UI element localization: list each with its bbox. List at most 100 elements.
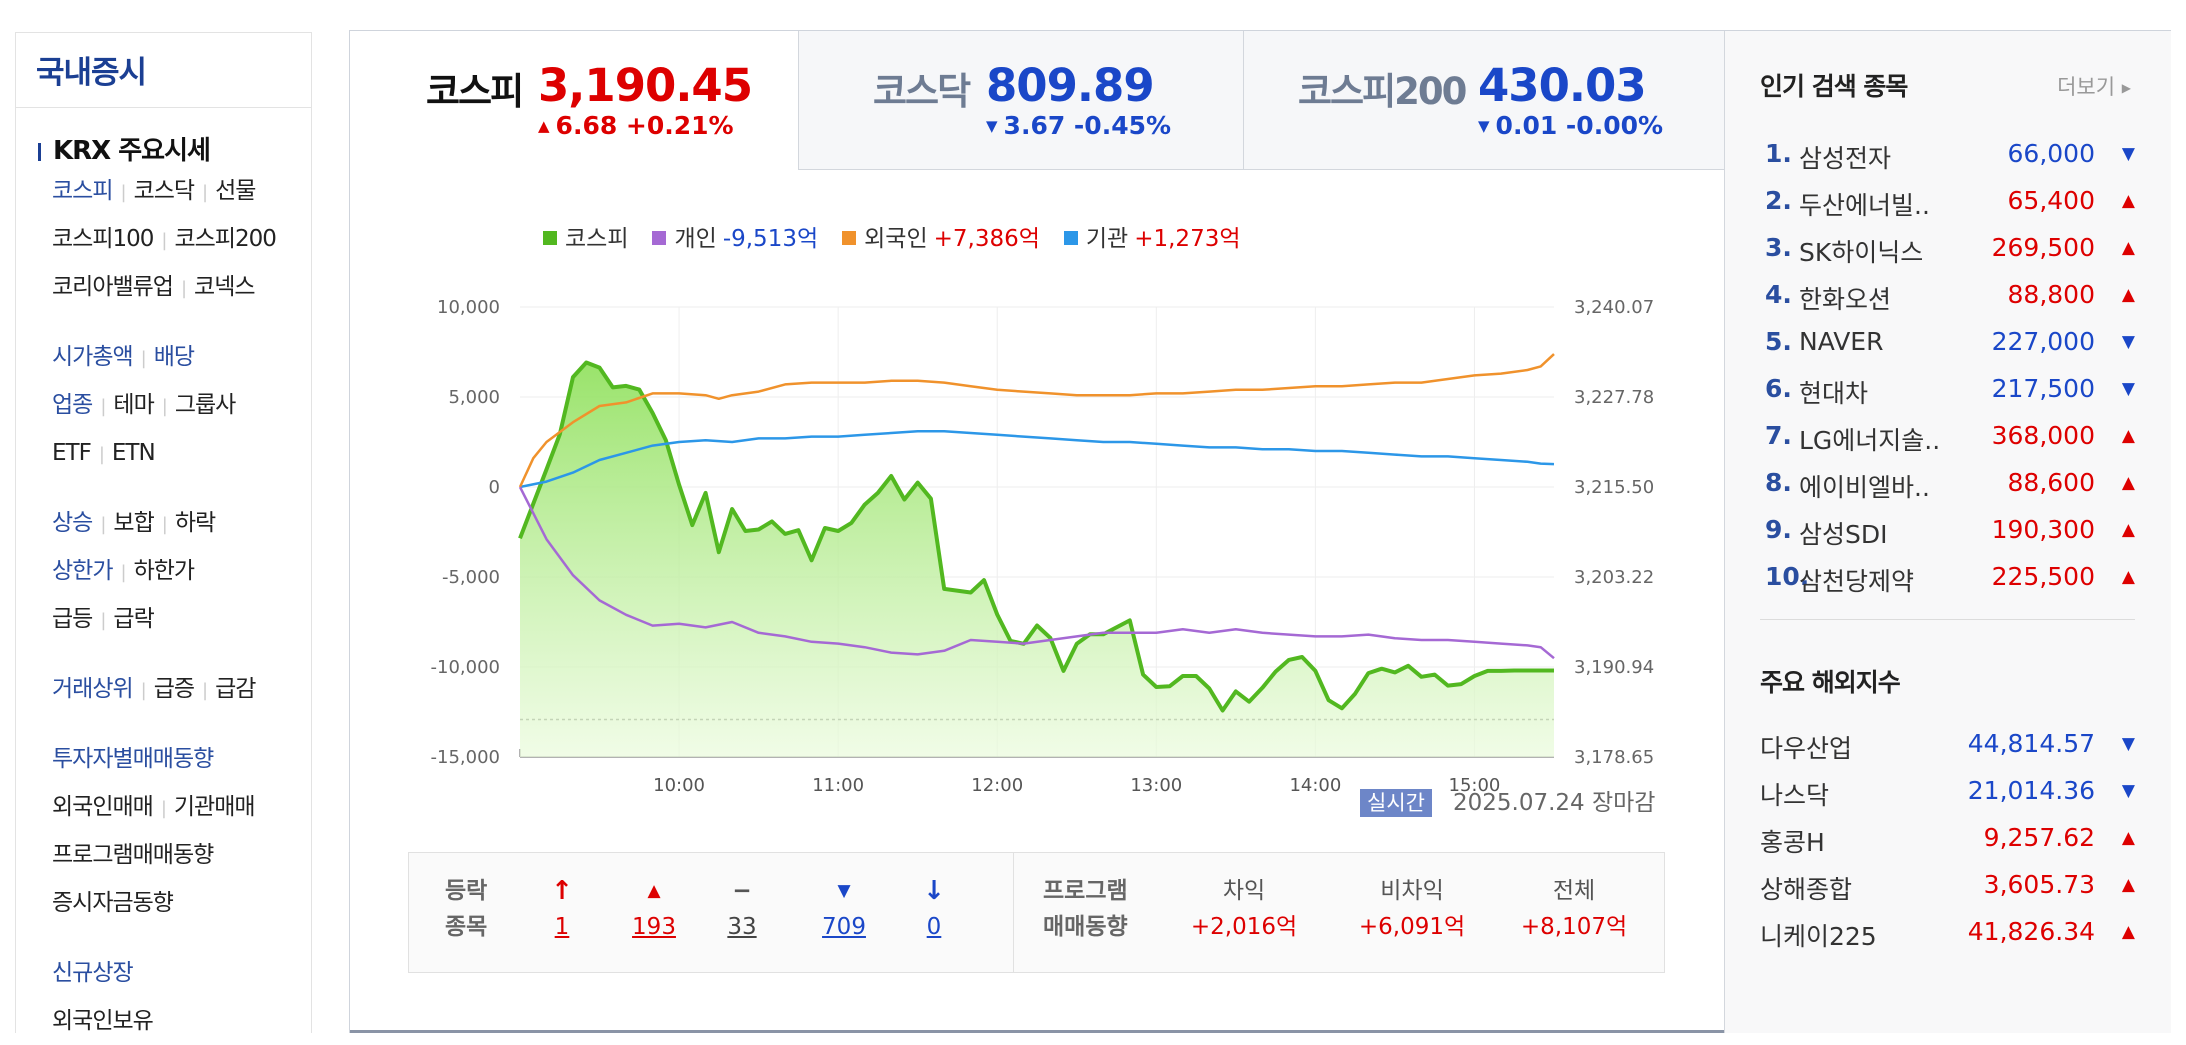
sidebar-link[interactable]: ETF [52, 440, 92, 466]
sidebar-link[interactable]: 상승 [52, 510, 93, 536]
upper-limit-link[interactable]: 1 [554, 914, 570, 940]
index-name[interactable]: 상해종합 [1760, 875, 1853, 904]
sidebar-link[interactable]: 거래상위 [52, 676, 134, 702]
flat-count-link[interactable]: 33 [727, 914, 757, 940]
index-name[interactable]: 니케이225 [1760, 922, 1877, 951]
sidebar-link[interactable]: 보합 [113, 510, 154, 536]
program-non-arbitrage: 비차익 +6,091억 [1337, 873, 1487, 945]
sidebar-link[interactable]: 코스피200 [174, 226, 276, 252]
sidebar-link[interactable]: 급등 [52, 606, 93, 632]
popular-stock-item[interactable]: 4. 한화오션 88,800 ▲ [1765, 280, 2135, 327]
popular-stock-item[interactable]: 8. 에이비엘바.. 88,600 ▲ [1765, 468, 2135, 515]
sidebar-link[interactable]: 상한가 [52, 558, 113, 584]
x-tick-label: 14:00 [1289, 775, 1341, 796]
sidebar-link[interactable]: 그룹사 [174, 392, 236, 418]
sidebar-link[interactable]: 외국인매매 [52, 794, 154, 820]
overseas-index-item[interactable]: 나스닥 21,014.36 ▼ [1760, 776, 2135, 823]
sidebar-link[interactable]: 시가총액 [52, 344, 134, 370]
separator: | [180, 278, 187, 299]
stock-name[interactable]: 현대차 [1799, 379, 1869, 408]
sidebar-link[interactable]: 프로그램매매동향 [52, 842, 214, 868]
up-count-link[interactable]: 193 [632, 914, 676, 940]
stock-name[interactable]: NAVER [1799, 327, 1884, 356]
sidebar-link[interactable]: 코스피100 [52, 226, 154, 252]
sidebar-link[interactable]: 코리아밸류업 [52, 274, 174, 300]
stock-price: 88,600 [2007, 468, 2095, 497]
legend-swatch [1063, 231, 1078, 245]
stock-name[interactable]: 삼성전자 [1799, 144, 1892, 173]
overseas-index-item[interactable]: 다우산업 44,814.57 ▼ [1760, 729, 2135, 776]
popular-stock-item[interactable]: 9. 삼성SDI 190,300 ▲ [1765, 515, 2135, 562]
sidebar-section-krx[interactable]: KRX 주요시세 [16, 130, 311, 167]
sidebar-link[interactable]: 급증 [153, 676, 195, 702]
program-non-arbitrage-value: +6,091억 [1358, 914, 1466, 940]
more-link[interactable]: 더보기 ▶ [2057, 71, 2131, 101]
tab-kosdaq[interactable]: 코스닥 809.89 3.67 -0.45% [798, 31, 1244, 170]
popular-stock-item[interactable]: 10. 삼천당제약 225,500 ▲ [1765, 562, 2135, 609]
popular-stock-item[interactable]: 6. 현대차 217,500 ▼ [1765, 374, 2135, 421]
legend-swatch [842, 231, 857, 245]
sidebar-link[interactable]: 외국인보유 [52, 1008, 154, 1034]
stock-name[interactable]: 두산에너빌.. [1799, 191, 1930, 220]
sidebar-link[interactable]: ETN [111, 440, 156, 466]
sidebar-link[interactable]: 하한가 [133, 558, 195, 584]
legend-name: 기관 [1085, 226, 1129, 252]
index-name[interactable]: 다우산업 [1760, 734, 1853, 763]
stock-name[interactable]: 에이비엘바.. [1799, 473, 1930, 502]
sidebar-link[interactable]: 테마 [113, 392, 154, 418]
separator: | [161, 514, 168, 535]
more-link-label: 더보기 [2057, 75, 2116, 99]
down-count-link[interactable]: 709 [822, 914, 866, 940]
stock-name[interactable]: 삼천당제약 [1799, 567, 1915, 596]
x-tick-label: 11:00 [812, 775, 864, 796]
tab-kospi200[interactable]: 코스피200 430.03 0.01 -0.00% [1243, 31, 1726, 170]
index-name[interactable]: 나스닥 [1760, 781, 1830, 810]
popular-stock-item[interactable]: 3. SK하이닉스 269,500 ▲ [1765, 233, 2135, 280]
sidebar-row: 외국인보유 [16, 997, 311, 1045]
stock-name[interactable]: LG에너지솔.. [1799, 426, 1941, 455]
sidebar-link[interactable]: 기관매매 [173, 794, 256, 820]
down-arrow-icon: ▼ [837, 881, 851, 901]
individual-line [518, 486, 1555, 660]
sidebar-link[interactable]: 증시자금동향 [52, 890, 174, 916]
sidebar-row: 투자자별매매동향 [16, 735, 311, 783]
popular-stock-item[interactable]: 2. 두산에너빌.. 65,400 ▲ [1765, 186, 2135, 233]
sidebar-link[interactable]: 업종 [52, 392, 93, 418]
sidebar-link[interactable]: 신규상장 [52, 960, 134, 986]
up-arrow-icon: ▲ [2121, 520, 2135, 540]
lower-limit-link[interactable]: 0 [926, 914, 942, 940]
stock-name[interactable]: 삼성SDI [1799, 520, 1888, 549]
overseas-index-item[interactable]: 상해종합 3,605.73 ▲ [1760, 870, 2135, 917]
legend-item: 개인 -9,513억 [652, 226, 818, 252]
y-right-tick-label: 3,215.50 [1574, 477, 1654, 498]
sidebar-title[interactable]: 국내증시 [16, 33, 311, 108]
sidebar-link[interactable]: 급감 [215, 676, 256, 702]
tab-kospi[interactable]: 코스피 3,190.45 6.68 +0.21% [350, 31, 798, 169]
down-arrow-icon: ▼ [2121, 332, 2135, 352]
sidebar-link[interactable]: 코넥스 [194, 274, 255, 300]
rank-number: 3. [1765, 233, 1792, 262]
sidebar-link[interactable]: 투자자별매매동향 [52, 746, 214, 772]
sidebar-link[interactable]: 코스피 [52, 178, 113, 204]
popular-stock-item[interactable]: 1. 삼성전자 66,000 ▼ [1765, 139, 2135, 186]
stock-name[interactable]: 한화오션 [1799, 285, 1892, 314]
up-arrow-icon: ▲ [2121, 828, 2135, 848]
index-name[interactable]: 홍콩H [1760, 828, 1825, 857]
popular-stock-item[interactable]: 5. NAVER 227,000 ▼ [1765, 327, 2135, 374]
sidebar-link[interactable]: 선물 [215, 178, 256, 204]
sidebar-link[interactable]: 코스닥 [133, 178, 195, 204]
sidebar-link[interactable]: 하락 [174, 510, 216, 536]
down-arrow-icon: ▼ [2121, 734, 2135, 754]
sidebar-link[interactable]: 배당 [153, 344, 195, 370]
overseas-index-item[interactable]: 니케이225 41,826.34 ▲ [1760, 917, 2135, 964]
rank-number: 6. [1765, 374, 1792, 403]
separator: | [100, 514, 106, 535]
overseas-index-item[interactable]: 홍콩H 9,257.62 ▲ [1760, 823, 2135, 870]
sidebar-link[interactable]: 급락 [113, 606, 154, 632]
tab-kosdaq-name: 코스닥 [873, 70, 971, 113]
sidebar-row: 코스피 | 코스닥 | 선물 [16, 167, 311, 215]
popular-stock-item[interactable]: 7. LG에너지솔.. 368,000 ▲ [1765, 421, 2135, 468]
sidebar-row: 외국인매매 | 기관매매 [16, 783, 311, 831]
rank-number: 4. [1765, 280, 1792, 309]
stock-name[interactable]: SK하이닉스 [1799, 238, 1924, 267]
